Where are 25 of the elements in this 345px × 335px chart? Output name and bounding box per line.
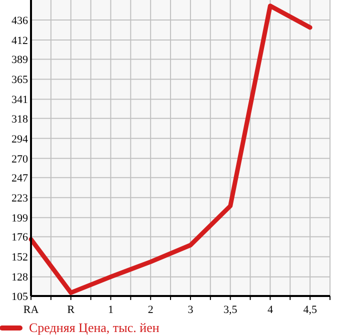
y-tick-label: 176 bbox=[12, 232, 28, 244]
y-tick-label: 365 bbox=[12, 74, 28, 86]
x-tick-label: 4,5 bbox=[303, 304, 318, 316]
y-tick-label: 294 bbox=[12, 133, 28, 146]
y-tick-label: 199 bbox=[12, 212, 28, 224]
x-tick-label: 3,5 bbox=[223, 304, 238, 316]
line-series bbox=[28, 4, 312, 295]
x-tick-label: 3 bbox=[188, 304, 194, 316]
x-tick-label: R bbox=[67, 304, 76, 316]
y-tick-label: 270 bbox=[12, 153, 28, 166]
x-tick-label: 1 bbox=[108, 304, 114, 316]
x-tick-label: RA bbox=[23, 304, 39, 316]
x-tick-label: 4 bbox=[267, 304, 274, 316]
y-tick-label: 389 bbox=[12, 54, 28, 66]
y-tick-label: 341 bbox=[12, 94, 28, 106]
y-tick-label: 436 bbox=[12, 14, 28, 27]
y-tick-label: 223 bbox=[12, 192, 28, 204]
y-tick-label: 247 bbox=[12, 172, 28, 184]
y-tick-label: 412 bbox=[12, 34, 28, 47]
y-tick-label: 105 bbox=[12, 290, 28, 303]
legend-label: Средняя Цена, тыс. йен bbox=[29, 320, 160, 335]
y-tick-label: 128 bbox=[12, 272, 28, 284]
x-tick-label: 2 bbox=[148, 304, 154, 316]
y-tick-label: 318 bbox=[12, 113, 28, 126]
y-tick-label: 152 bbox=[12, 252, 28, 264]
